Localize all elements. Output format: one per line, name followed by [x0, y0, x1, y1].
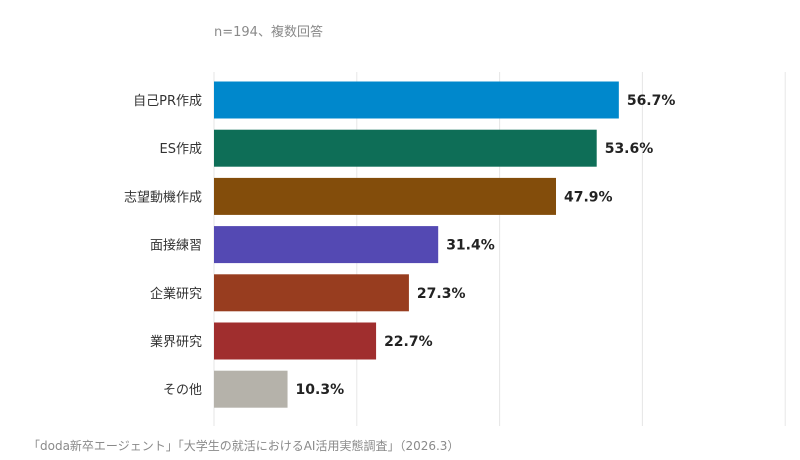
bar-4 — [214, 274, 409, 312]
value-label-4: 27.3% — [417, 286, 466, 302]
category-label-5: 業界研究 — [150, 334, 202, 350]
category-label-4: 企業研究 — [150, 286, 202, 302]
category-label-0: 自己PR作成 — [133, 94, 202, 109]
value-label-2: 47.9% — [564, 189, 613, 205]
bar-2 — [214, 177, 557, 215]
bar-1 — [214, 129, 597, 167]
bar-chart: 自己PR作成 56.7% ES作成 53.6% 志望動機作成 47.9% 面接練習 31.4%… — [124, 72, 786, 426]
category-label-2: 志望動機作成 — [124, 189, 202, 205]
bar-0 — [214, 81, 619, 119]
sample-note: n=194、複数回答 — [214, 25, 323, 40]
source-caption: 「doda新卒エージェント」「大学生の就活におけるAI活用実態調査」（2026.… — [28, 439, 460, 453]
category-label-1: ES作成 — [160, 142, 202, 157]
bar-3 — [214, 226, 439, 264]
bar-6 — [214, 370, 288, 408]
bar-5 — [214, 322, 377, 360]
category-label-3: 面接練習 — [150, 238, 202, 254]
value-label-6: 10.3% — [296, 382, 345, 398]
value-label-1: 53.6% — [605, 141, 654, 157]
value-label-5: 22.7% — [384, 334, 433, 350]
value-label-0: 56.7% — [627, 93, 676, 109]
value-label-3: 31.4% — [446, 238, 495, 254]
category-label-6: その他 — [163, 383, 202, 398]
